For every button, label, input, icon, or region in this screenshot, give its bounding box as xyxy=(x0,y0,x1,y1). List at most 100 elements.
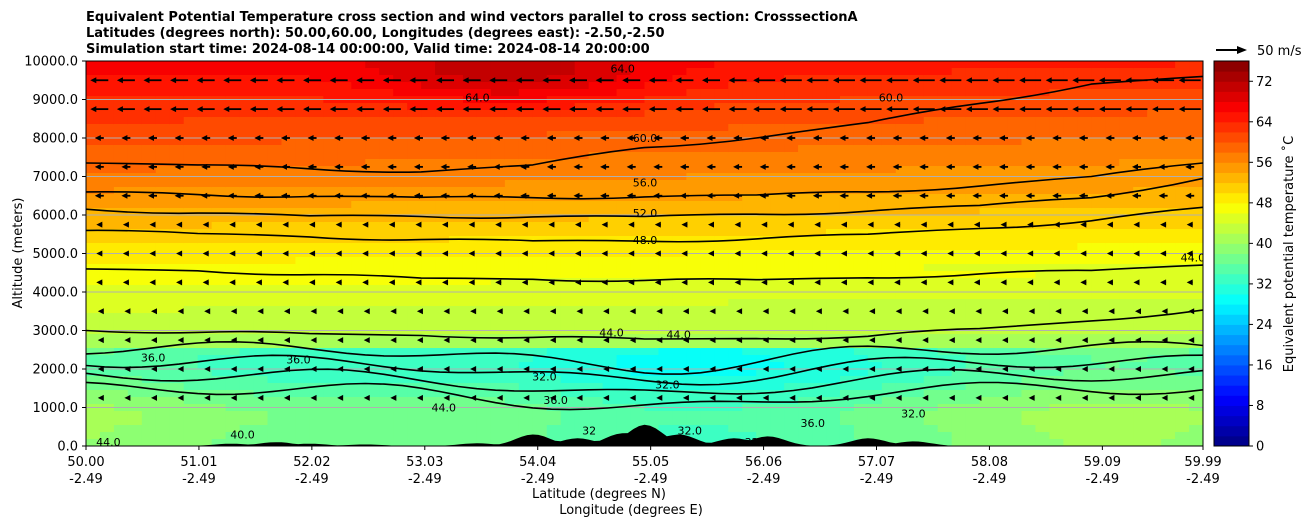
field-cell xyxy=(99,271,115,279)
field-cell xyxy=(407,110,422,118)
field-cell xyxy=(490,243,506,251)
field-cell xyxy=(476,355,492,363)
field-cell xyxy=(630,397,646,405)
field-cell xyxy=(1021,159,1037,167)
field-cell xyxy=(169,110,185,118)
field-cell xyxy=(1119,348,1134,356)
field-cell xyxy=(281,313,297,321)
field-cell xyxy=(1189,334,1203,342)
field-cell xyxy=(686,131,701,139)
wind-vector-head xyxy=(734,250,741,257)
field-cell xyxy=(435,285,450,293)
field-cell xyxy=(155,418,171,426)
field-cell xyxy=(490,117,506,125)
field-cell xyxy=(644,159,660,167)
field-cell xyxy=(602,180,618,188)
field-cell xyxy=(658,110,674,118)
field-cell xyxy=(407,152,422,160)
field-cell xyxy=(462,243,478,251)
field-cell xyxy=(127,117,143,125)
field-cell xyxy=(1035,236,1051,244)
field-cell xyxy=(602,187,618,195)
field-cell xyxy=(169,418,185,426)
field-cell xyxy=(965,341,981,349)
field-cell xyxy=(1021,257,1037,265)
field-cell xyxy=(1091,390,1106,398)
field-cell xyxy=(588,166,604,174)
field-cell xyxy=(169,411,185,419)
field-cell xyxy=(504,124,520,132)
field-cell xyxy=(1049,348,1064,356)
field-cell xyxy=(351,313,366,321)
field-cell xyxy=(1105,82,1120,90)
field-cell xyxy=(309,89,324,97)
field-cell xyxy=(281,138,297,146)
field-cell xyxy=(686,397,701,405)
field-cell xyxy=(909,243,925,251)
field-cell xyxy=(267,292,283,300)
field-cell xyxy=(756,89,771,97)
field-cell xyxy=(393,89,408,97)
field-cell xyxy=(351,376,366,384)
field-cell xyxy=(658,376,674,384)
field-cell xyxy=(1091,159,1106,167)
field-cell xyxy=(798,222,813,230)
field-cell xyxy=(1021,89,1037,97)
field-cell xyxy=(728,425,743,433)
field-cell xyxy=(770,278,785,286)
field-cell xyxy=(1021,61,1037,69)
wind-vector-head xyxy=(546,192,553,199)
field-cell xyxy=(141,194,157,202)
field-cell xyxy=(295,145,310,153)
field-cell xyxy=(127,425,143,433)
field-cell xyxy=(1091,355,1106,363)
field-cell xyxy=(1049,180,1064,188)
field-cell xyxy=(923,257,939,265)
field-cell xyxy=(867,369,883,377)
field-cell xyxy=(127,257,143,265)
field-cell xyxy=(211,383,227,391)
wind-vector-head xyxy=(1098,106,1105,113)
field-cell xyxy=(602,320,618,328)
field-cell xyxy=(86,166,101,174)
field-cell xyxy=(253,89,269,97)
field-cell xyxy=(183,180,199,188)
wind-vector-head xyxy=(94,135,101,141)
field-cell xyxy=(141,306,157,314)
field-cell xyxy=(155,145,171,153)
field-cell xyxy=(351,341,366,349)
field-cell xyxy=(379,278,394,286)
field-cell xyxy=(770,271,785,279)
field-cell xyxy=(393,215,408,223)
field-cell xyxy=(1175,432,1190,440)
field-cell xyxy=(784,355,799,363)
field-cell xyxy=(267,313,283,321)
field-cell xyxy=(253,348,269,356)
field-cell xyxy=(770,411,785,419)
field-cell xyxy=(309,306,324,314)
field-cell xyxy=(895,285,911,293)
field-cell xyxy=(183,439,199,446)
field-cell xyxy=(909,418,925,426)
field-cell xyxy=(1175,82,1190,90)
field-cell xyxy=(784,362,799,370)
field-cell xyxy=(476,390,492,398)
field-cell xyxy=(435,383,450,391)
field-cell xyxy=(127,369,143,377)
field-cell xyxy=(1021,243,1037,251)
field-cell xyxy=(951,299,967,307)
field-cell xyxy=(658,138,674,146)
field-cell xyxy=(421,145,436,153)
field-cell xyxy=(295,208,310,216)
field-cell xyxy=(281,411,297,419)
field-cell xyxy=(295,89,310,97)
field-cell xyxy=(770,334,785,342)
field-cell xyxy=(86,313,101,321)
field-cell xyxy=(1133,397,1148,405)
field-cell xyxy=(295,166,310,174)
field-cell xyxy=(1105,411,1120,419)
field-cell xyxy=(826,89,841,97)
field-cell xyxy=(951,348,967,356)
wind-vector-head xyxy=(999,192,1006,199)
field-cell xyxy=(686,166,701,174)
